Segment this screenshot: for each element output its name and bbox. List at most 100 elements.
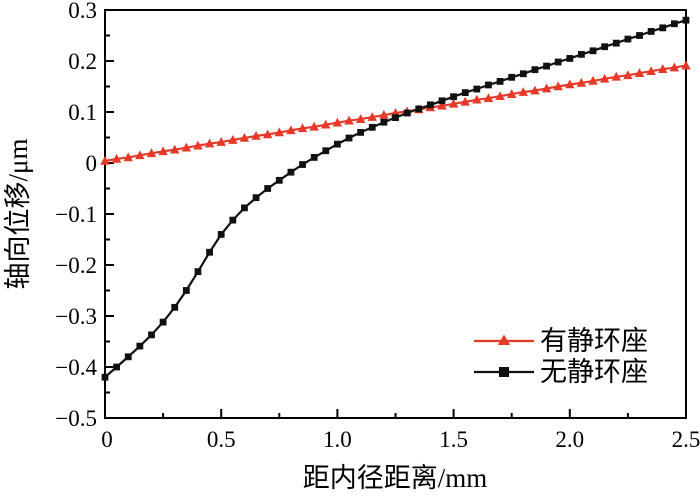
series-0-marker (146, 148, 157, 158)
series-1-marker (624, 35, 632, 43)
series-1-marker (252, 194, 260, 202)
series-0-marker (495, 91, 505, 100)
series-0-marker (216, 137, 226, 146)
series-1-line (104, 19, 687, 379)
series-0-marker (158, 146, 168, 156)
series-0-marker (344, 115, 354, 125)
series-0-marker (355, 114, 366, 123)
series-0-marker (111, 153, 122, 163)
series-1-marker (148, 331, 155, 339)
series-0-marker (251, 130, 261, 140)
x-tick-label: 2.0 (555, 427, 584, 452)
y-tick-label: −0.3 (55, 304, 97, 329)
series-0-marker (321, 119, 331, 129)
series-1-marker (217, 231, 225, 238)
series-1-marker (519, 70, 527, 78)
series-1-marker (461, 89, 469, 97)
y-tick-label: 0.1 (68, 100, 97, 125)
y-tick-label: −0.1 (55, 202, 97, 227)
series-1-marker (589, 47, 597, 55)
x-tick-label: 1.0 (323, 427, 352, 452)
series-1-marker (473, 85, 481, 93)
series-0-marker (611, 71, 621, 81)
series-0-marker (239, 133, 250, 142)
legend-item-with-seat: 有静环座 (474, 326, 648, 356)
series-1-marker (531, 66, 539, 74)
series-1-marker (403, 109, 411, 117)
series-0-marker (297, 123, 308, 133)
series-1-marker (438, 97, 446, 105)
series-0-marker (553, 81, 563, 91)
series-0-marker (576, 77, 587, 87)
y-tick-label: −0.4 (55, 355, 97, 380)
series-1-marker (496, 78, 504, 85)
series-1-marker (322, 147, 330, 155)
series-0-marker (646, 66, 656, 75)
series-1-marker (334, 140, 341, 148)
series-1-marker (287, 168, 295, 176)
series-0-marker (634, 68, 645, 78)
series-0-marker (262, 129, 273, 139)
series-1-marker (636, 32, 643, 39)
y-tick-label: 0.3 (68, 0, 97, 23)
series-1-marker (543, 62, 550, 70)
series-1-marker (241, 204, 248, 212)
series-1-marker (136, 342, 144, 350)
series-1-marker (101, 373, 109, 381)
series-1-marker (182, 287, 190, 294)
legend-triangle-marker-icon (497, 334, 511, 345)
series-0-marker (100, 155, 110, 165)
series-1-marker (578, 50, 585, 58)
series-1-marker (113, 363, 121, 371)
series-0-marker (658, 64, 668, 73)
series-1-marker (310, 153, 318, 161)
series-1-marker (450, 93, 457, 101)
y-tick-label: 0.2 (68, 49, 97, 74)
series-0-marker (588, 75, 598, 85)
series-1-marker (124, 353, 132, 361)
series-1-marker (194, 268, 202, 276)
x-tick-label: 0 (101, 427, 113, 452)
legend-item-without-seat: 无静环座 (474, 357, 648, 387)
series-1-marker (601, 43, 609, 51)
series-0-marker (193, 140, 203, 150)
series-0-marker (437, 100, 447, 110)
series-0-marker (483, 93, 494, 103)
legend-square-marker-icon (499, 367, 509, 377)
x-tick-label: 1.5 (439, 427, 468, 452)
series-0-marker (379, 110, 389, 119)
series-1-marker (647, 28, 655, 35)
series-0-marker (181, 142, 192, 152)
plot-frame (104, 9, 687, 419)
series-1-marker (415, 105, 423, 113)
x-tick-label: 0.5 (207, 427, 236, 452)
series-1-marker (682, 16, 690, 24)
series-1-marker (275, 176, 283, 184)
series-0-marker (460, 96, 470, 106)
series-1-marker (426, 101, 434, 109)
series-1-marker (508, 73, 516, 81)
series-1-marker (357, 129, 365, 136)
series-0-marker (530, 85, 540, 95)
y-axis-title: 轴向位移/μm (3, 139, 33, 290)
series-0-marker (472, 94, 482, 104)
ticks-layer: 0 0.5 1.0 1.5 2.0 2.5 0.3 0.2 0.1 0 −0.1 −0.2 −0.3 −0… (55, 0, 700, 452)
series-1-marker (159, 318, 167, 326)
series-0-marker (367, 112, 377, 121)
series-0-marker (507, 89, 517, 98)
series-0-marker (565, 79, 575, 89)
legend-label-with-seat: 有静环座 (540, 326, 648, 356)
series-layer (100, 16, 691, 381)
x-axis-title: 距内径距离/mm (303, 463, 488, 493)
series-0-marker (204, 138, 215, 148)
series-1-marker (171, 303, 179, 311)
y-tick-label: −0.2 (55, 253, 97, 278)
series-1-marker (392, 114, 399, 122)
legend-label-without-seat: 无静环座 (540, 357, 648, 387)
series-0-marker (541, 83, 552, 93)
series-0-marker (599, 73, 610, 83)
series-0-marker (286, 125, 296, 135)
series-0-marker (681, 60, 691, 70)
